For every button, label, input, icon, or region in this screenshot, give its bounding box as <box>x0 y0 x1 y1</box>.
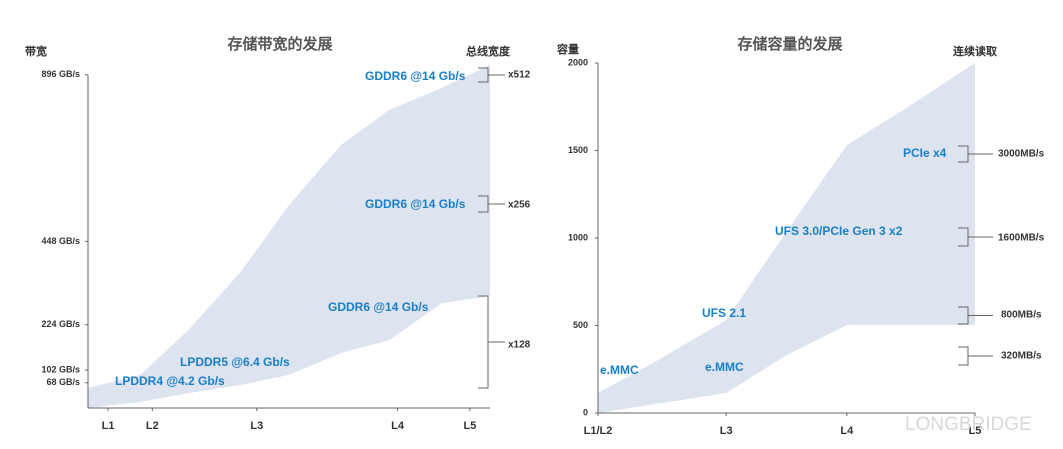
side-label: x256 <box>508 200 531 211</box>
bracket <box>958 227 993 247</box>
annotation: LPDDR5 @6.4 Gb/s <box>180 355 290 369</box>
y-tick-label: 68 GB/s <box>46 377 80 387</box>
annotation: PCIe x4 <box>903 146 947 160</box>
bracket <box>478 67 505 83</box>
side-label: 320MB/s <box>1001 351 1042 362</box>
y2-axis-label: 总线宽度 <box>466 44 511 58</box>
annotation: e.MMC <box>600 363 639 377</box>
y-tick-label: 1000 <box>568 232 588 242</box>
bracket <box>478 195 505 213</box>
range-area <box>598 63 975 413</box>
x-tick-label: L5 <box>969 425 982 437</box>
side-label: 1600MB/s <box>998 233 1045 244</box>
x-tick-label: L4 <box>391 420 405 432</box>
y2-axis-label: 连续读取 <box>953 44 997 58</box>
range-area <box>88 64 490 409</box>
y-tick-label: 224 GB/s <box>41 319 80 329</box>
watermark: LONGBRIDGE <box>905 414 1032 435</box>
y-axis-label: 容量 <box>556 42 579 56</box>
y-tick-label: 500 <box>573 320 588 330</box>
chart-title: 存储带宽的发展 <box>227 35 332 53</box>
y-tick-label: 448 GB/s <box>41 236 80 246</box>
y-tick-label: 2000 <box>568 57 588 67</box>
annotation: GDDR6 @14 Gb/s <box>365 69 466 83</box>
annotation: e.MMC <box>705 360 744 374</box>
x-tick-label: L2 <box>146 420 159 432</box>
bracket <box>958 346 993 366</box>
x-tick-label: L4 <box>840 425 854 437</box>
annotation: UFS 2.1 <box>702 306 746 320</box>
side-label: x128 <box>508 340 531 351</box>
side-label: x512 <box>508 70 531 81</box>
side-label: 3000MB/s <box>998 149 1045 160</box>
annotation: UFS 3.0/PCIe Gen 3 x2 <box>775 224 903 238</box>
y-tick-label: 0 <box>583 407 588 417</box>
y-tick-label: 896 GB/s <box>41 69 80 79</box>
annotation: GDDR6 @14 Gb/s <box>328 300 429 314</box>
x-tick-label: L5 <box>463 420 476 432</box>
x-tick-label: L1 <box>102 420 115 432</box>
bracket <box>478 295 505 389</box>
x-tick-label: L3 <box>250 420 263 432</box>
y-tick-label: 102 GB/s <box>41 364 80 374</box>
bracket <box>958 145 993 163</box>
chart-title: 存储容量的发展 <box>737 35 842 53</box>
bracket <box>958 306 993 325</box>
y-axis-label: 带宽 <box>25 44 47 58</box>
x-tick-label: L1/L2 <box>584 425 613 437</box>
x-tick-label: L3 <box>720 425 733 437</box>
side-label: 800MB/s <box>1001 310 1042 321</box>
annotation: GDDR6 @14 Gb/s <box>365 197 466 211</box>
annotation: LPDDR4 @4.2 Gb/s <box>115 374 225 388</box>
y-tick-label: 1500 <box>568 145 588 155</box>
